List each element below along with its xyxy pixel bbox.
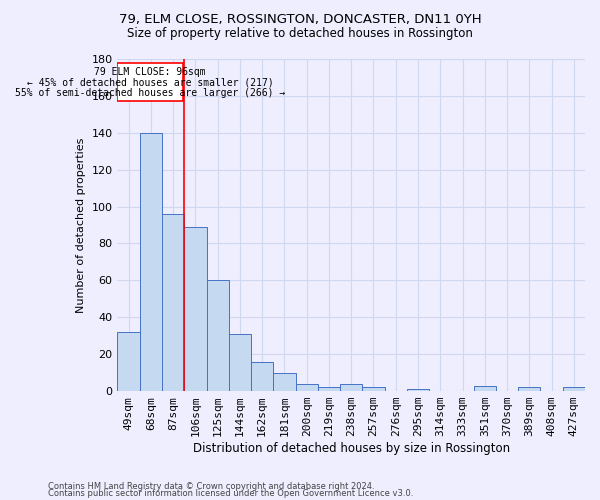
X-axis label: Distribution of detached houses by size in Rossington: Distribution of detached houses by size … [193, 442, 510, 455]
Bar [162, 214, 184, 391]
Bar [473, 386, 496, 391]
Bar [229, 334, 251, 391]
Bar [274, 372, 296, 391]
Text: ← 45% of detached houses are smaller (217): ← 45% of detached houses are smaller (21… [27, 78, 274, 88]
Text: 79 ELM CLOSE: 96sqm: 79 ELM CLOSE: 96sqm [94, 68, 206, 78]
Text: Contains HM Land Registry data © Crown copyright and database right 2024.: Contains HM Land Registry data © Crown c… [48, 482, 374, 491]
Bar [340, 384, 362, 391]
Bar [206, 280, 229, 391]
Text: Size of property relative to detached houses in Rossington: Size of property relative to detached ho… [127, 28, 473, 40]
Bar [362, 388, 385, 391]
Text: 55% of semi-detached houses are larger (266) →: 55% of semi-detached houses are larger (… [15, 88, 286, 98]
Bar [563, 388, 585, 391]
Bar [118, 332, 140, 391]
Bar [518, 388, 541, 391]
Bar [184, 227, 206, 391]
Bar [318, 388, 340, 391]
Bar [140, 133, 162, 391]
Bar [118, 62, 183, 102]
Bar [407, 389, 429, 391]
Y-axis label: Number of detached properties: Number of detached properties [76, 138, 86, 312]
Bar [296, 384, 318, 391]
Bar [251, 362, 274, 391]
Text: Contains public sector information licensed under the Open Government Licence v3: Contains public sector information licen… [48, 489, 413, 498]
Text: 79, ELM CLOSE, ROSSINGTON, DONCASTER, DN11 0YH: 79, ELM CLOSE, ROSSINGTON, DONCASTER, DN… [119, 12, 481, 26]
